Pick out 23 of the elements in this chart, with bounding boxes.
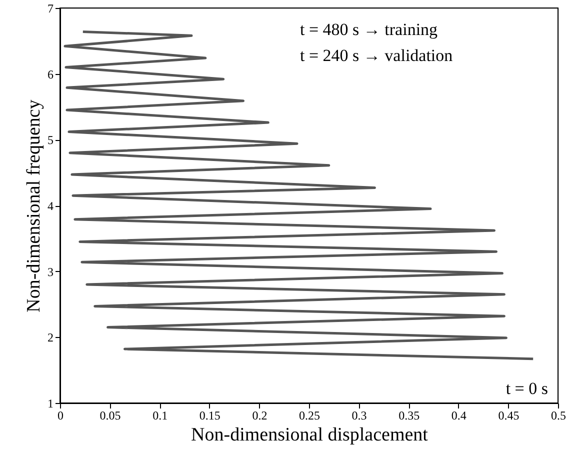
y-axis-title: Non-dimensional frequency	[24, 99, 44, 312]
annotation: t = 240 s → validation	[300, 46, 454, 65]
annotation: t = 480 s → training	[300, 20, 438, 39]
x-tick-label: 0.5	[551, 408, 566, 422]
y-tick-label: 7	[48, 2, 54, 16]
y-tick-label: 3	[48, 264, 54, 279]
y-tick-label: 4	[48, 199, 54, 213]
x-tick-label: 0.05	[100, 408, 121, 422]
x-tick-label: 0.4	[451, 408, 466, 422]
x-tick-label: 0.25	[299, 408, 320, 422]
annotation: t = 0 s	[506, 379, 548, 398]
x-tick-label: 0.15	[199, 408, 220, 422]
x-tick-label: 0.35	[398, 408, 420, 422]
x-tick-label: 0.45	[498, 408, 520, 422]
y-tick-label: 6	[48, 67, 54, 82]
y-tick-label: 1	[48, 396, 54, 410]
y-tick-label: 2	[48, 330, 54, 345]
y-tick-label: 5	[48, 133, 54, 148]
x-axis-title: Non-dimensional displacement	[191, 424, 429, 446]
x-tick-label: 0.2	[252, 408, 268, 422]
x-tick-label: 0	[58, 408, 64, 422]
x-tick-label: 0.3	[352, 408, 367, 422]
x-tick-label: 0.1	[152, 408, 168, 422]
